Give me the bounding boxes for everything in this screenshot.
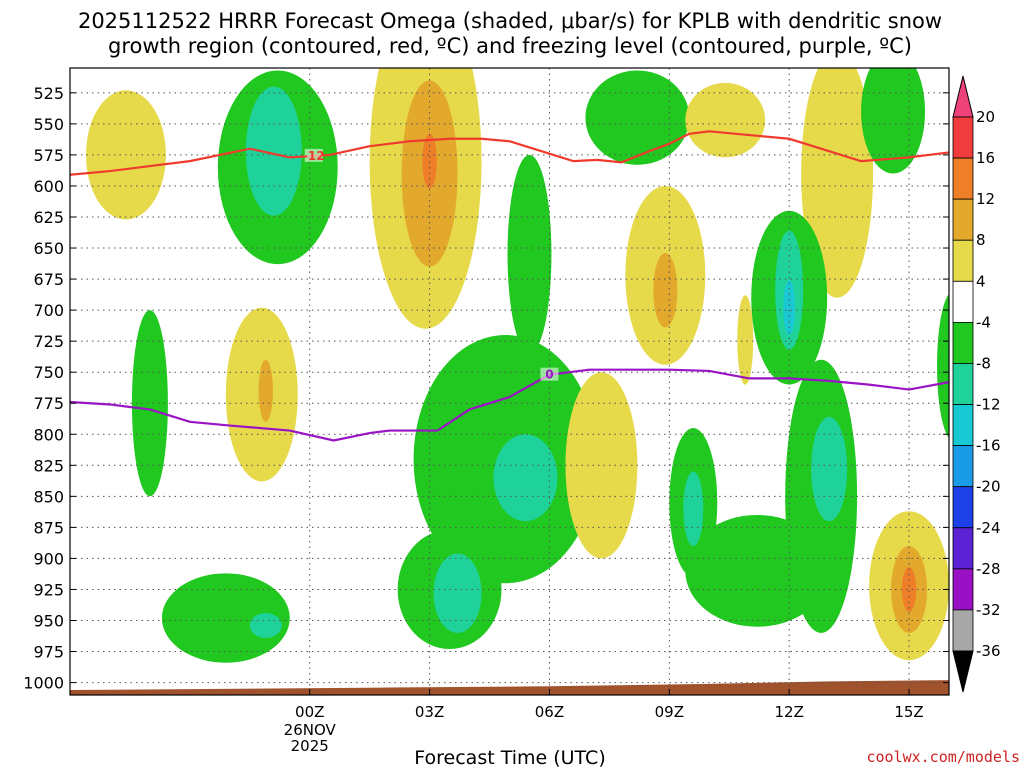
omega-region-13 — [737, 295, 754, 385]
colorbar: 20 16 12 8 4 -4 -8 -12 -16 -20 -24 -28 -32 -36 — [952, 75, 1001, 693]
freezing-level-contour-line — [70, 368, 949, 442]
grid-lines — [70, 68, 949, 695]
x-tick-label-00Z: 00Z — [295, 703, 324, 721]
y-tick-label-975: 975 — [33, 643, 64, 662]
y-tick-label-700: 700 — [33, 301, 64, 320]
omega-region-32 — [937, 293, 949, 439]
omega-region-5 — [422, 133, 437, 189]
colorbar-label-6: -8 — [976, 354, 991, 372]
omega-region-35 — [901, 567, 917, 612]
colorbar-box-2 — [952, 198, 974, 241]
x-tick-sublabel-1: 2025 — [291, 737, 329, 755]
colorbar-label-9: -20 — [976, 478, 1001, 496]
omega-region-9 — [801, 68, 874, 298]
colorbar-box-12 — [952, 609, 974, 652]
colorbar-box-8 — [952, 445, 974, 488]
y-tick-label-600: 600 — [33, 177, 64, 196]
colorbar-box-1 — [952, 157, 974, 200]
omega-region-19 — [258, 359, 273, 422]
omega-region-24 — [161, 573, 290, 663]
omega-region-21 — [493, 434, 558, 522]
y-axis-ticks: 525 550 575 600 625 650 675 700 725 750 775 800 825 8… — [23, 84, 949, 693]
omega-region-17 — [131, 310, 168, 497]
omega-region-7 — [585, 70, 690, 165]
y-tick-label-525: 525 — [33, 84, 64, 103]
omega-region-25 — [249, 613, 282, 638]
colorbar-top-triangle — [952, 75, 974, 118]
x-tick-label-03Z: 03Z — [415, 703, 444, 721]
dgz-contour-line — [70, 130, 949, 176]
y-tick-label-900: 900 — [33, 549, 64, 568]
omega-region-6 — [507, 154, 552, 354]
colorbar-label-3: 8 — [976, 231, 986, 249]
x-tick-label-06Z: 06Z — [535, 703, 564, 721]
y-tick-label-575: 575 — [33, 146, 64, 165]
y-tick-label-775: 775 — [33, 394, 64, 413]
colorbar-box-6 — [952, 363, 974, 405]
y-tick-label-750: 750 — [33, 363, 64, 382]
colorbar-label-11: -28 — [976, 560, 1001, 578]
x-tick-label-15Z: 15Z — [894, 703, 923, 721]
terrain-layer — [70, 680, 949, 695]
y-tick-label-650: 650 — [33, 239, 64, 258]
chart-title-line-1: 2025112522 HRRR Forecast Omega (shaded, … — [78, 9, 942, 33]
y-tick-label-1000: 1000 — [23, 674, 64, 693]
y-tick-label-625: 625 — [33, 208, 64, 227]
colorbar-box-4 — [952, 280, 974, 323]
colorbar-label-10: -24 — [976, 519, 1001, 537]
y-tick-label-550: 550 — [33, 115, 64, 134]
colorbar-box-11 — [952, 568, 974, 611]
x-tick-label-12Z: 12Z — [774, 703, 803, 721]
colorbar-label-12: -32 — [976, 601, 1001, 619]
colorbar-box-3 — [952, 239, 974, 282]
x-tick-sublabel-0: 26NOV — [284, 721, 337, 739]
y-tick-label-825: 825 — [33, 456, 64, 475]
omega-shading — [85, 68, 949, 663]
colorbar-label-4: 4 — [976, 272, 986, 290]
x-axis-title: Forecast Time (UTC) — [414, 747, 605, 768]
colorbar-label-7: -12 — [976, 396, 1001, 414]
y-tick-label-950: 950 — [33, 612, 64, 631]
colorbar-box-0 — [952, 116, 974, 159]
omega-region-12 — [653, 252, 678, 328]
y-tick-label-925: 925 — [33, 580, 64, 599]
colorbar-label-0: 20 — [976, 108, 995, 126]
y-tick-label-800: 800 — [33, 425, 64, 444]
plot-frame — [69, 67, 950, 696]
freezing-level-contour-label: 0 — [545, 368, 553, 382]
y-tick-label-850: 850 — [33, 487, 64, 506]
x-tick-label-09Z: 09Z — [655, 703, 684, 721]
freezing-level-contour-label-bg — [540, 367, 559, 381]
omega-region-8 — [685, 82, 766, 158]
colorbar-label-1: 16 — [976, 149, 995, 167]
colorbar-box-9 — [952, 486, 974, 529]
credit-text: coolwx.com/models — [866, 748, 1020, 766]
omega-region-16 — [783, 280, 796, 335]
omega-region-31 — [811, 416, 848, 522]
omega-region-26 — [565, 372, 638, 559]
omega-region-10 — [861, 68, 926, 174]
y-tick-label-675: 675 — [33, 270, 64, 289]
colorbar-label-8: -16 — [976, 437, 1001, 455]
omega-region-29 — [683, 471, 704, 547]
colorbar-box-10 — [952, 527, 974, 570]
colorbar-bottom-triangle — [952, 650, 974, 693]
y-tick-label-725: 725 — [33, 332, 64, 351]
omega-region-2 — [245, 86, 302, 216]
colorbar-label-5: -4 — [976, 313, 991, 331]
terrain-surface — [70, 680, 949, 695]
omega-region-23 — [433, 553, 482, 633]
colorbar-box-5 — [952, 321, 974, 364]
y-tick-label-875: 875 — [33, 518, 64, 537]
colorbar-box-7 — [952, 404, 974, 447]
dgz-contour-label-bg — [304, 148, 323, 162]
chart-title-line-2: growth region (contoured, red, ºC) and f… — [108, 34, 912, 58]
colorbar-label-13: -36 — [976, 642, 1001, 660]
contour-layer: -12 0 — [70, 130, 949, 442]
dgz-contour-label: -12 — [303, 149, 325, 163]
colorbar-label-2: 12 — [976, 190, 995, 208]
